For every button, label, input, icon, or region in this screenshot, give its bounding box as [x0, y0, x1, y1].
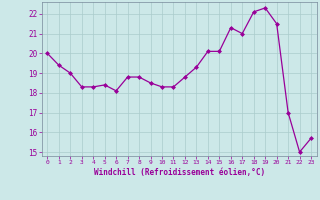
X-axis label: Windchill (Refroidissement éolien,°C): Windchill (Refroidissement éolien,°C): [94, 168, 265, 177]
